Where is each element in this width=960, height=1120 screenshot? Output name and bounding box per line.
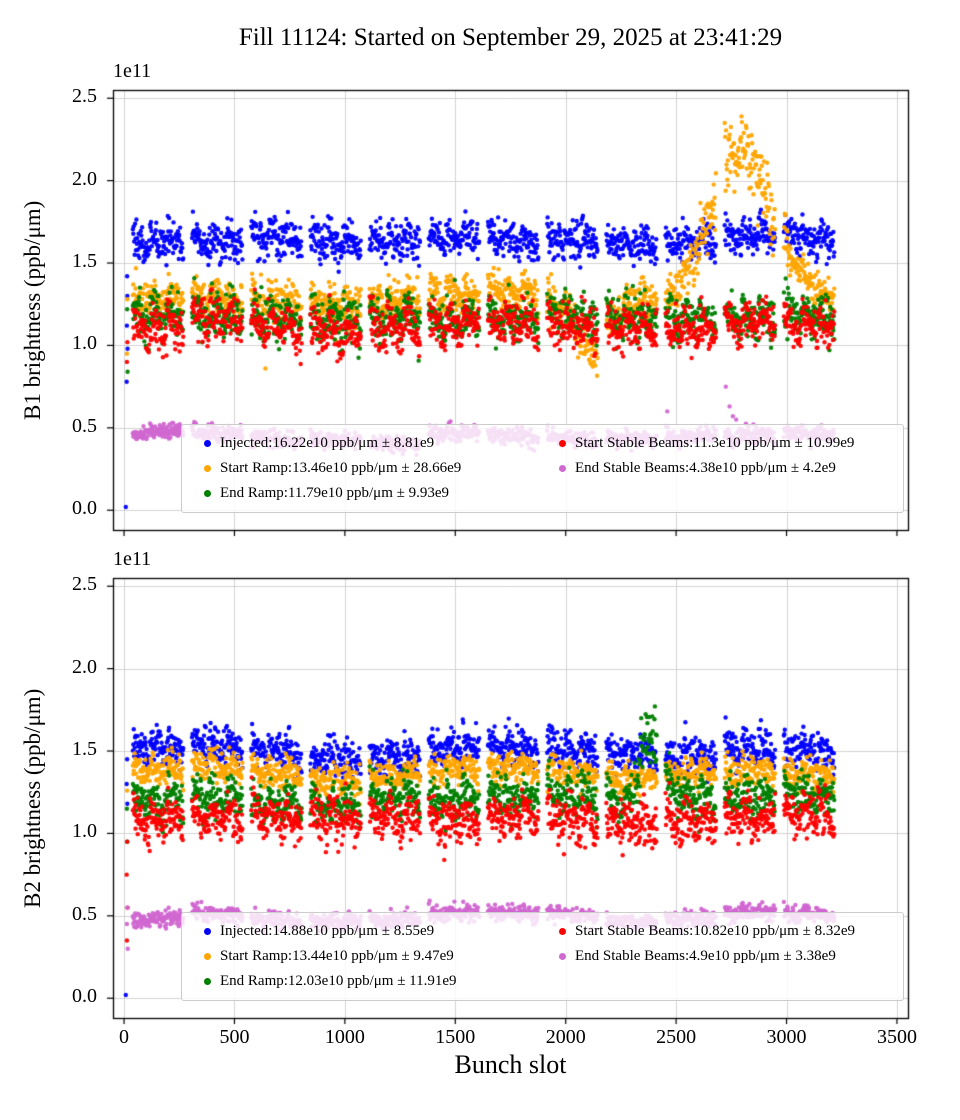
y-axis-offset-label-b1: 1e11 — [113, 60, 152, 82]
x-tick-label: 1000 — [324, 1026, 365, 1048]
legend-marker-dot — [204, 440, 211, 447]
y-axis-offset-label-b2: 1e11 — [113, 548, 152, 570]
legend-b1: Injected:16.22e10 ppb/μm ± 8.81e9 Start R… — [181, 424, 904, 513]
y-tick-label: 0.0 — [72, 497, 97, 520]
y-tick-label: 1.5 — [72, 250, 97, 273]
legend-marker-dot — [204, 465, 211, 472]
legend-entry: Injected:16.22e10 ppb/μm ± 8.81e9 — [192, 431, 547, 456]
legend-column: Injected:16.22e10 ppb/μm ± 8.81e9 Start R… — [192, 431, 547, 506]
legend-label: End Stable Beams:4.9e10 ppb/μm ± 3.38e9 — [575, 948, 836, 964]
x-axis-label: Bunch slot — [454, 1050, 567, 1079]
y-tick-label: 1.5 — [72, 738, 97, 761]
x-tick-label: 2500 — [656, 1026, 697, 1048]
legend-marker-dot — [559, 465, 566, 472]
y-tick-label: 2.0 — [72, 655, 97, 678]
x-tick-label: 500 — [219, 1026, 250, 1048]
legend-entry: Injected:14.88e10 ppb/μm ± 8.55e9 — [192, 919, 547, 944]
legend-label: Start Ramp:13.46e10 ppb/μm ± 28.66e9 — [220, 460, 462, 476]
legend-marker-dot — [204, 928, 211, 935]
y-axis-label-b1: B1 brightness (ppb/μm) — [20, 200, 45, 420]
legend-entry: End Ramp:11.79e10 ppb/μm ± 9.93e9 — [192, 481, 547, 506]
y-tick-label: 1.0 — [72, 332, 97, 355]
legend-entry: End Stable Beams:4.38e10 ppb/μm ± 4.2e9 — [547, 456, 854, 481]
x-tick-label: 1500 — [435, 1026, 476, 1048]
legend-label: Start Stable Beams:10.82e10 ppb/μm ± 8.3… — [575, 923, 855, 939]
legend-label: Injected:16.22e10 ppb/μm ± 8.81e9 — [220, 435, 435, 451]
legend-entry: Start Stable Beams:10.82e10 ppb/μm ± 8.3… — [547, 919, 855, 944]
legend-b2: Injected:14.88e10 ppb/μm ± 8.55e9 Start R… — [181, 912, 904, 1001]
legend-marker-dot — [559, 928, 566, 935]
x-tick-label: 2000 — [545, 1026, 586, 1048]
y-tick-label: 0.0 — [72, 985, 97, 1008]
y-tick-label: 0.5 — [72, 902, 97, 925]
legend-marker-dot — [204, 953, 211, 960]
x-tick-label: 3000 — [766, 1026, 807, 1048]
legend-entry: End Stable Beams:4.9e10 ppb/μm ± 3.38e9 — [547, 944, 855, 969]
legend-marker-dot — [559, 440, 566, 447]
legend-entry: Start Stable Beams:11.3e10 ppb/μm ± 10.9… — [547, 431, 854, 456]
legend-label: End Ramp:12.03e10 ppb/μm ± 11.91e9 — [220, 973, 457, 989]
legend-marker-dot — [559, 953, 566, 960]
legend-label: End Stable Beams:4.38e10 ppb/μm ± 4.2e9 — [575, 460, 836, 476]
legend-marker-dot — [204, 490, 211, 497]
y-tick-label: 2.0 — [72, 167, 97, 190]
legend-label: Injected:14.88e10 ppb/μm ± 8.55e9 — [220, 923, 435, 939]
legend-column: Start Stable Beams:10.82e10 ppb/μm ± 8.3… — [547, 919, 855, 994]
legend-entry: Start Ramp:13.46e10 ppb/μm ± 28.66e9 — [192, 456, 547, 481]
legend-entry: End Ramp:12.03e10 ppb/μm ± 11.91e9 — [192, 969, 547, 994]
legend-column: Injected:14.88e10 ppb/μm ± 8.55e9 Start R… — [192, 919, 547, 994]
legend-marker-dot — [204, 978, 211, 985]
legend-label: Start Stable Beams:11.3e10 ppb/μm ± 10.9… — [575, 435, 855, 451]
legend-column: Start Stable Beams:11.3e10 ppb/μm ± 10.9… — [547, 431, 854, 506]
legend-label: Start Ramp:13.44e10 ppb/μm ± 9.47e9 — [220, 948, 454, 964]
y-tick-label: 2.5 — [72, 573, 97, 596]
y-tick-label: 0.5 — [72, 414, 97, 437]
x-tick-label: 0 — [119, 1026, 130, 1048]
y-tick-label: 2.5 — [72, 85, 97, 108]
chart-title: Fill 11124: Started on September 29, 202… — [238, 24, 783, 51]
legend-entry: Start Ramp:13.44e10 ppb/μm ± 9.47e9 — [192, 944, 547, 969]
y-tick-label: 1.0 — [72, 820, 97, 843]
x-tick-label: 3500 — [876, 1026, 917, 1048]
y-axis-label-b2: B2 brightness (ppb/μm) — [20, 688, 45, 908]
legend-label: End Ramp:11.79e10 ppb/μm ± 9.93e9 — [220, 485, 450, 501]
